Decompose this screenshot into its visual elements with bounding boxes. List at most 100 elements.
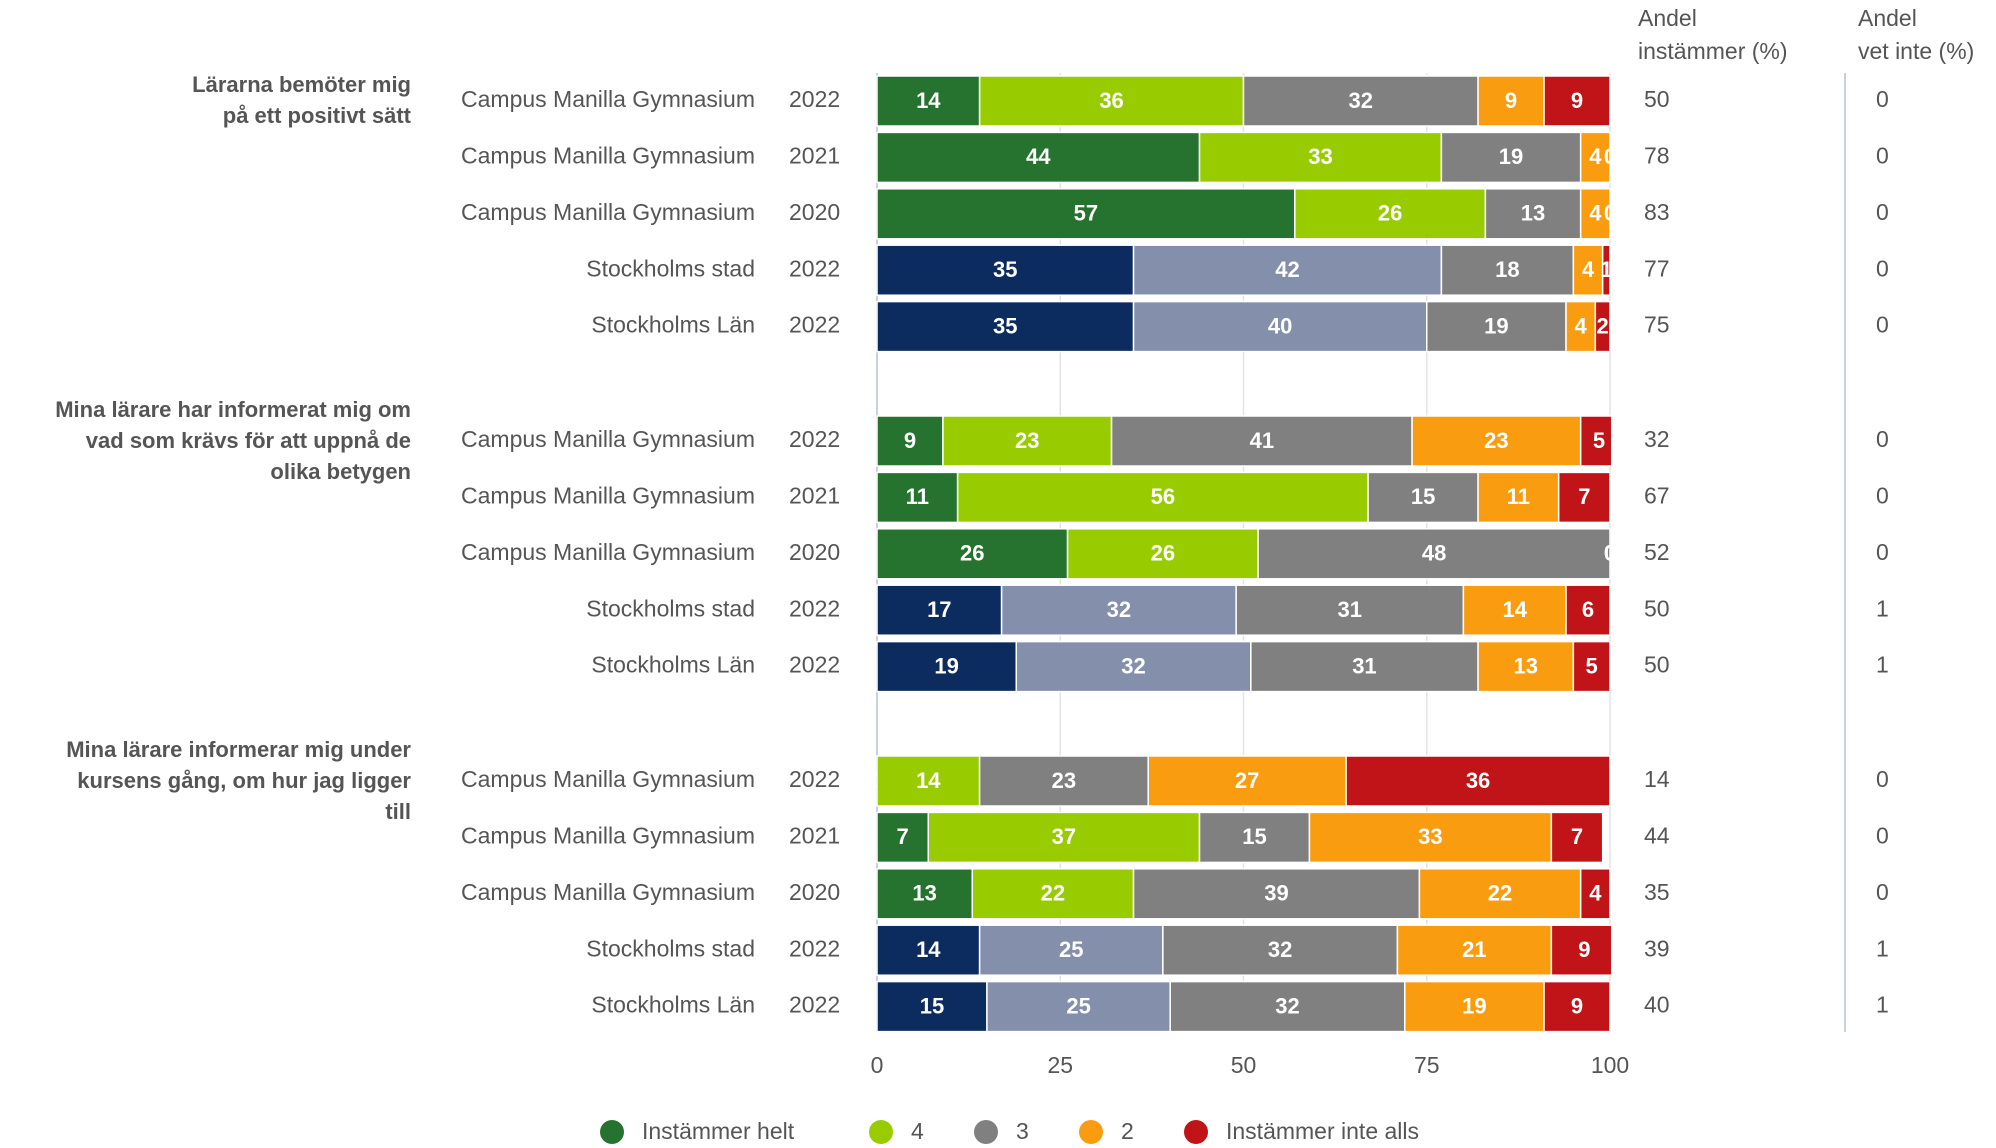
bar-segment [876,300,1135,353]
bar-value-label: 4 [1582,257,1595,282]
bar-value-label: 5 [1593,428,1605,453]
bar-segment [1250,640,1479,693]
bar-value-label: 57 [1074,201,1098,226]
bar-segment [1543,980,1611,1033]
bar-value-label: 40 [1268,313,1292,338]
row-label: Stockholms stad [586,935,755,961]
row-year: 2022 [789,652,840,678]
bar-segment [1015,640,1252,693]
bar-value-label: 4 [1589,144,1602,169]
bar-value-label: 14 [916,937,941,962]
dont-know-value: 1 [1876,992,1889,1018]
group-title: på ett positivt sätt [223,103,412,128]
x-tick-label: 25 [1047,1052,1073,1078]
bar-value-label: 0 [1604,201,1616,226]
legend-label: Instämmer inte alls [1226,1118,1419,1144]
bar-segment [956,471,1369,524]
agree-value: 50 [1644,86,1670,112]
group-title: kursens gång, om hur jag ligger [77,768,411,793]
bar-value-label: 32 [1275,993,1299,1018]
bar-segment [1294,188,1487,240]
bar-segment [876,131,1201,184]
row-label: Campus Manilla Gymnasium [461,879,755,905]
row-year: 2022 [789,595,840,621]
group-title: Mina lärare har informerat mig om [55,397,411,422]
bar-segment [1565,584,1611,636]
bar-segment [1594,300,1611,353]
bar-value-label: 25 [1059,937,1083,962]
legend-label: 4 [911,1118,924,1144]
row-year: 2022 [789,86,840,112]
row-year: 2022 [789,935,840,961]
bar-value-label: 9 [1505,88,1517,113]
agree-value: 83 [1644,199,1670,225]
bar-segment [1440,244,1575,296]
bar-segment [876,244,1135,296]
bar-segment [1345,755,1611,807]
bar-segment [1477,640,1575,693]
bar-value-label: 7 [1571,824,1583,849]
bar-segment [1418,868,1582,920]
bar-value-label: 25 [1066,993,1090,1018]
row-label: Campus Manilla Gymnasium [461,822,755,848]
bar-segment [876,471,959,524]
bar-value-label: 14 [1502,597,1527,622]
bar-value-label: 14 [916,768,941,793]
bar-value-label: 9 [904,428,916,453]
bar-segment [876,75,981,127]
dont-know-value: 0 [1876,822,1889,848]
bar-segment [876,584,1003,636]
bar-value-label: 48 [1422,541,1446,566]
bar-segment [1308,811,1553,864]
row-label: Campus Manilla Gymnasium [461,142,755,168]
bar-segment [1367,471,1479,524]
bar-value-label: 13 [912,881,936,906]
bar-segment [876,415,944,467]
agree-value: 50 [1644,652,1670,678]
bar-segment [927,811,1201,864]
bar-segment [1572,244,1604,296]
row-year: 2020 [789,879,840,905]
agree-value: 50 [1644,595,1670,621]
bar-segment [1000,584,1237,636]
bar-segment [1404,980,1545,1033]
bar-value-label: 4 [1589,881,1602,906]
bar-value-label: 35 [993,313,1017,338]
row-label: Stockholms Län [591,992,755,1018]
bar-value-label: 19 [1462,993,1486,1018]
bar-value-label: 32 [1268,937,1292,962]
legend-marker [1184,1120,1208,1144]
legend-marker [600,1120,624,1144]
legend-label: Instämmer helt [642,1118,795,1144]
bar-value-label: 17 [927,597,951,622]
agree-value: 67 [1644,482,1670,508]
bar-value-label: 11 [1507,484,1530,509]
agree-value: 77 [1644,255,1670,281]
row-year: 2021 [789,142,840,168]
row-label: Stockholms Län [591,312,755,338]
column-header: Andel [1858,5,1917,31]
bar-value-label: 23 [1052,768,1076,793]
bar-segment [978,75,1245,127]
bar-value-label: 19 [1484,313,1508,338]
bar-segment [876,980,988,1033]
bar-segment [1235,584,1465,636]
dont-know-value: 0 [1876,426,1889,452]
dont-know-value: 0 [1876,312,1889,338]
bar-value-label: 21 [1462,937,1486,962]
bar-segment [1147,755,1347,807]
bar-segment [1132,244,1443,296]
dont-know-value: 0 [1876,86,1889,112]
legend-marker [974,1120,998,1144]
bar-value-label: 26 [960,541,984,566]
bar-value-label: 33 [1418,824,1442,849]
bar-value-label: 14 [916,88,941,113]
bar-segment [876,528,1069,580]
agree-value: 40 [1644,992,1670,1018]
bar-value-label: 13 [1521,201,1545,226]
dont-know-value: 0 [1876,142,1889,168]
dont-know-value: 0 [1876,255,1889,281]
bar-value-label: 22 [1041,881,1065,906]
dont-know-value: 1 [1876,935,1889,961]
